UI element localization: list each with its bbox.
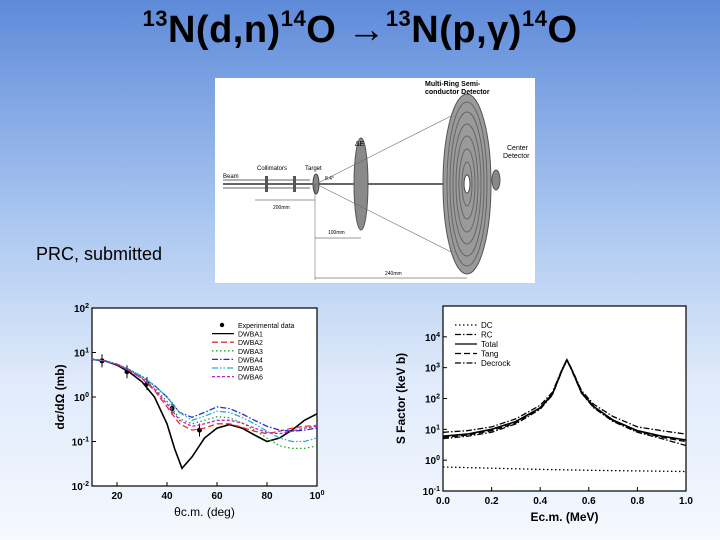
title-isotope-13-b: 13 [385,6,412,31]
y-tick-label: 100 [74,392,89,404]
legend-label: Decrock [481,359,511,368]
x-tick-label: 0.0 [436,496,450,507]
legend-label: DWBA1 [238,332,263,339]
detector-diagram: Multi-Ring Semi- conductor Detector Cent… [215,78,535,283]
legend-label: DC [481,321,493,330]
x-axis-label: θc.m. (deg) [174,505,235,519]
legend-label: DWBA3 [238,349,263,356]
series-line-rc [442,358,687,447]
legend-label: DWBA5 [238,366,263,373]
series-line-dwba6 [91,358,318,435]
label-dim-1: 200mm [273,205,290,211]
center-detector [491,169,501,191]
cone-line-bottom [315,183,468,261]
y-tick-label: 103 [425,363,440,375]
x-tick-label: 1.0 [679,496,693,507]
x-tick-label: 100 [309,490,324,502]
x-tick-label: 40 [161,491,173,502]
title-reaction-1: N(d,n) [167,9,281,51]
s-factor-chart: 0.0 0.2 0.4 0.6 0.8 1.0 10-1 100 101 102 103 104 DCR… [394,305,693,524]
plot-area [91,307,318,487]
label-beam: Beam [223,174,239,180]
y-tick-label: 102 [425,394,440,406]
x-tick-label: 60 [211,491,223,502]
legend-label: Total [481,340,498,349]
x-tick-label: 0.6 [582,496,596,507]
y-tick-label: 101 [74,348,89,360]
label-dim-3: 240mm [385,271,402,277]
x-tick-label: 0.2 [485,496,499,507]
y-tick-label: 10-2 [72,481,89,493]
legend-label: RC [481,331,493,340]
slide-title: 13N(d,n)14O →13N(p,γ)14O [0,6,720,52]
legend-label: Tang [481,350,498,359]
title-reaction-2: N(p,γ) [411,9,522,51]
label-dim-2: 100mm [328,230,345,236]
label-center-2: Detector [503,153,530,160]
collimator-2 [293,176,296,192]
arrow-icon: → [347,9,386,51]
label-collimators: Collimators [257,166,287,172]
angular-distribution-chart: 20 40 60 80 100 10-2 10-1 100 101 102 Experimental… [53,303,325,519]
y-tick-label: 104 [425,332,440,344]
legend-label: DWBA6 [238,375,263,382]
legend-marker [219,322,225,328]
y-tick-label: 102 [74,303,89,315]
label-multi-ring: Multi-Ring Semi- [425,81,481,88]
legend-label: DWBA4 [238,357,263,364]
label-delta-e: ΔE [355,141,365,148]
title-isotope-13-a: 13 [142,6,168,31]
y-tick-label: 101 [425,424,440,436]
legend-label: DWBA2 [238,340,263,347]
y-axis-label: S Factor (keV b) [394,353,408,444]
series-line-dwba5 [91,358,318,443]
y-tick-label: 10-1 [423,486,440,498]
series-line-dwba1 [91,358,318,470]
y-axis-label: dσ/dΩ (mb) [53,364,67,429]
x-tick-label: 0.4 [533,496,547,507]
series-line-dwba3 [91,358,318,450]
multi-ring-detector [442,93,492,275]
y-tick-label: 100 [425,455,440,467]
label-angle: 8.4° [325,176,334,182]
label-multi-ring-2: conductor Detector [425,89,490,96]
legend-label: Experimental data [238,323,295,330]
x-tick-label: 0.8 [630,496,644,507]
label-center: Center [507,145,529,152]
collimator-1 [265,176,268,192]
x-tick-label: 20 [111,491,123,502]
x-axis-label: Ec.m. (MeV) [530,510,598,524]
label-target: Target [305,166,322,172]
title-oxygen-2: O [547,9,578,51]
delta-e-detector [353,137,369,231]
title-isotope-14-b: 14 [521,6,548,31]
x-tick-label: 80 [261,491,273,502]
cone-line-top [315,107,468,185]
title-isotope-14-a: 14 [280,6,307,31]
series-line-dwba2 [91,358,318,435]
series-line-dc [442,466,687,473]
plot-area [442,305,687,492]
title-oxygen-1: O [306,9,348,51]
citation-text: PRC, submitted [36,244,163,264]
y-tick-label: 10-1 [72,437,89,449]
